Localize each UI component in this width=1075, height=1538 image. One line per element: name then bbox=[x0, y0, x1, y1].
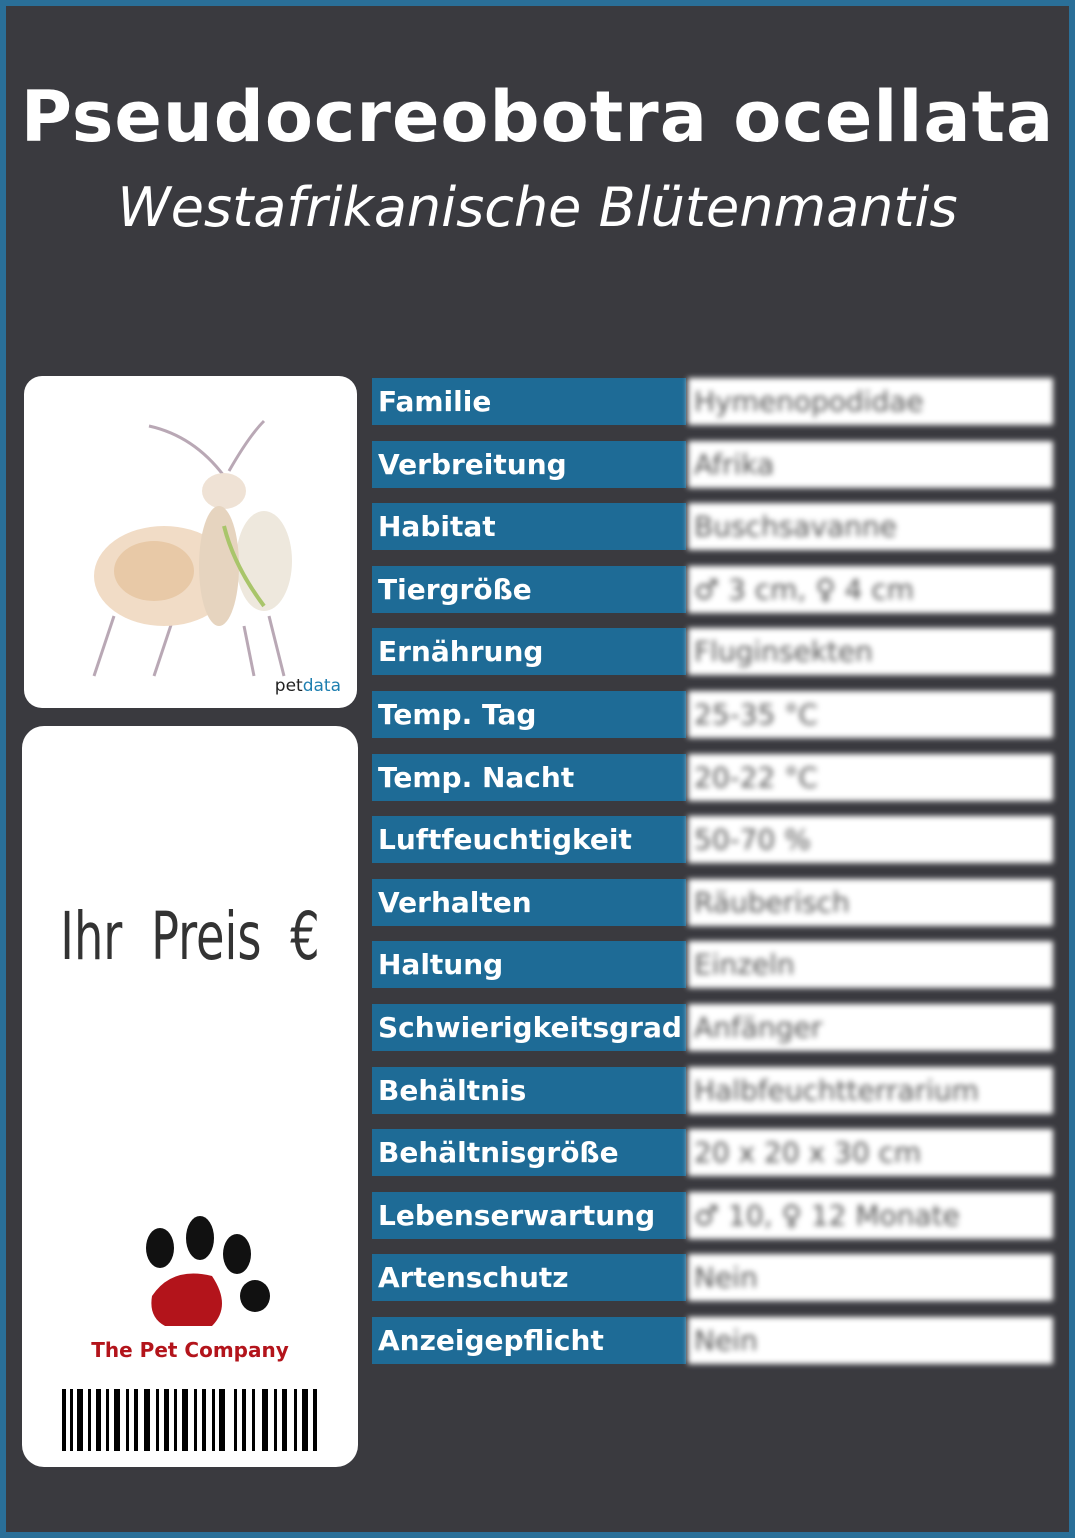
price-label: Ihr Preis € bbox=[60, 898, 320, 975]
table-row: Familie Hymenopodidae bbox=[372, 378, 1053, 425]
table-row: Behältnis Halbfeuchtterrarium bbox=[372, 1066, 1053, 1114]
row-label: Anzeigepflicht bbox=[372, 1317, 686, 1364]
table-row: Tiergröße ♂ 3 cm, ♀ 4 cm bbox=[372, 565, 1053, 613]
table-row: Verhalten Räuberisch bbox=[372, 878, 1053, 926]
table-row: Temp. Tag 25-35 °C bbox=[372, 691, 1053, 738]
table-row: Behältnisgröße 20 x 20 x 30 cm bbox=[372, 1129, 1053, 1177]
row-value: 20 x 20 x 30 cm bbox=[688, 1129, 1053, 1177]
row-value: Nein bbox=[688, 1317, 1053, 1364]
row-label: Temp. Tag bbox=[372, 691, 686, 738]
row-label: Ernährung bbox=[372, 628, 686, 676]
table-row: Habitat Buschsavanne bbox=[372, 503, 1053, 551]
row-label: Haltung bbox=[372, 941, 686, 989]
row-value: ♂ 3 cm, ♀ 4 cm bbox=[688, 565, 1053, 613]
row-label: Temp. Nacht bbox=[372, 753, 686, 801]
row-label: Tiergröße bbox=[372, 565, 686, 613]
row-value: Afrika bbox=[688, 440, 1053, 488]
row-value: Räuberisch bbox=[688, 878, 1053, 926]
row-label: Behältnis bbox=[372, 1066, 686, 1114]
table-row: Anzeigepflicht Nein bbox=[372, 1317, 1053, 1364]
logo: petdata bbox=[275, 676, 341, 696]
row-value: Einzeln bbox=[688, 941, 1053, 989]
row-label: Verhalten bbox=[372, 878, 686, 926]
logo-pet: pet bbox=[274, 676, 303, 696]
row-label: Schwierigkeitsgrad bbox=[372, 1004, 686, 1051]
row-value: Anfänger bbox=[688, 1004, 1053, 1051]
row-label: Familie bbox=[372, 378, 686, 425]
row-label: Verbreitung bbox=[372, 440, 686, 488]
row-label: Artenschutz bbox=[372, 1254, 686, 1302]
row-value: Nein bbox=[688, 1254, 1053, 1302]
table-row: Temp. Nacht 20-22 °C bbox=[372, 753, 1053, 801]
title: Pseudocreobotra ocellata bbox=[20, 76, 1055, 158]
table-row: Lebenserwartung ♂ 10, ♀ 12 Monate bbox=[372, 1191, 1053, 1239]
row-label: Lebenserwartung bbox=[372, 1191, 686, 1239]
row-label: Habitat bbox=[372, 503, 686, 551]
logo-data: data bbox=[302, 676, 341, 696]
paw-logo bbox=[146, 1216, 270, 1326]
row-value: Halbfeuchtterrarium bbox=[688, 1066, 1053, 1114]
row-label: Luftfeuchtigkeit bbox=[372, 816, 686, 864]
mantis-image bbox=[92, 419, 292, 677]
row-value: Hymenopodidae bbox=[688, 378, 1053, 425]
row-value: Fluginsekten bbox=[688, 628, 1053, 676]
price-card: Ihr Preis € The Pet Company bbox=[22, 726, 358, 1467]
row-value: ♂ 10, ♀ 12 Monate bbox=[688, 1191, 1053, 1239]
table-row: Haltung Einzeln bbox=[372, 941, 1053, 989]
row-value: Buschsavanne bbox=[688, 503, 1053, 551]
row-value: 20-22 °C bbox=[688, 753, 1053, 801]
row-value: 25-35 °C bbox=[688, 691, 1053, 738]
row-value: 50-70 % bbox=[688, 816, 1053, 864]
table-row: Ernährung Fluginsekten bbox=[372, 628, 1053, 676]
barcode bbox=[62, 1389, 317, 1451]
subtitle: Westafrikanische Blütenmantis bbox=[117, 176, 958, 239]
table-row: Luftfeuchtigkeit 50-70 % bbox=[372, 816, 1053, 864]
table-row: Schwierigkeitsgrad Anfänger bbox=[372, 1004, 1053, 1051]
row-label: Behältnisgröße bbox=[372, 1129, 686, 1177]
table-row: Artenschutz Nein bbox=[372, 1254, 1053, 1302]
brand-name: The Pet Company bbox=[91, 1338, 289, 1362]
table-row: Verbreitung Afrika bbox=[372, 440, 1053, 488]
image-card: petdata bbox=[24, 376, 357, 708]
